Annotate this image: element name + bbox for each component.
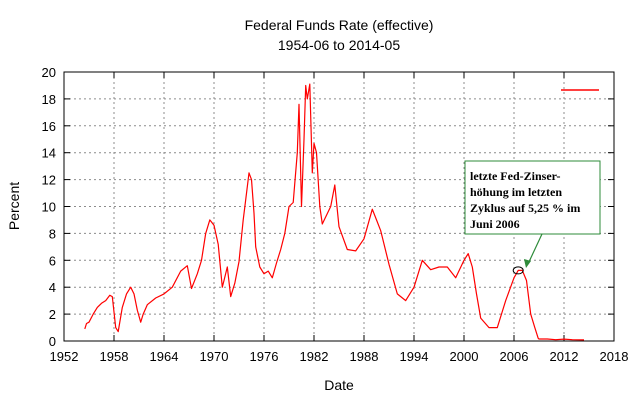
x-tick-label: 1994	[400, 349, 429, 364]
x-axis-label: Date	[324, 377, 354, 393]
y-axis-label: Percent	[6, 182, 22, 230]
y-tick-label: 12	[42, 173, 56, 188]
annotation-line-1: letzte Fed-Zinser-	[470, 169, 561, 183]
x-tick-label: 1964	[150, 349, 179, 364]
chart-title: Federal Funds Rate (effective)	[245, 17, 434, 33]
y-tick-label: 8	[49, 226, 56, 241]
y-tick-label: 4	[49, 280, 56, 295]
chart-subtitle: 1954-06 to 2014-05	[278, 37, 400, 53]
x-tick-label: 1970	[200, 349, 229, 364]
x-tick-label: 1952	[50, 349, 79, 364]
x-tick-label: 1976	[250, 349, 279, 364]
annotation-circle	[512, 266, 524, 275]
y-tick-label: 16	[42, 119, 56, 134]
annotation-line-4: Juni 2006	[470, 217, 520, 231]
x-tick-label: 2000	[450, 349, 479, 364]
series-layer	[84, 83, 585, 341]
y-tick-label: 18	[42, 92, 56, 107]
x-tick-label: 1988	[350, 349, 379, 364]
y-tick-label: 14	[42, 146, 56, 161]
x-tick-label: 2012	[550, 349, 579, 364]
y-tick-labels: 0 2 4 6 8 10 12 14 16 18 20	[42, 65, 56, 349]
annotation-arrow-shaft	[527, 233, 543, 265]
annotation: letzte Fed-Zinser- höhung im letzten Zyk…	[464, 160, 601, 275]
x-tick-label: 2006	[500, 349, 529, 364]
annotation-box	[464, 160, 601, 235]
x-tick-label: 2018	[600, 349, 629, 364]
series-line-0	[84, 83, 585, 341]
y-tick-label: 0	[49, 334, 56, 349]
x-tick-label: 1958	[100, 349, 129, 364]
annotation-line-3: Zyklus auf 5,25 % im	[470, 201, 580, 215]
y-tick-label: 6	[49, 253, 56, 268]
x-tick-label: 1982	[300, 349, 329, 364]
x-tick-labels: 1952 1958 1964 1970 1976 1982 1988 1994 2000 2006…	[50, 349, 629, 364]
y-tick-label: 10	[42, 200, 56, 215]
grid	[64, 72, 614, 341]
annotation-line-2: höhung im letzten	[470, 185, 562, 199]
y-tick-label: 20	[42, 65, 56, 80]
y-tick-label: 2	[49, 307, 56, 322]
annotation-arrow-head	[524, 259, 531, 268]
plot-frame	[63, 71, 615, 342]
